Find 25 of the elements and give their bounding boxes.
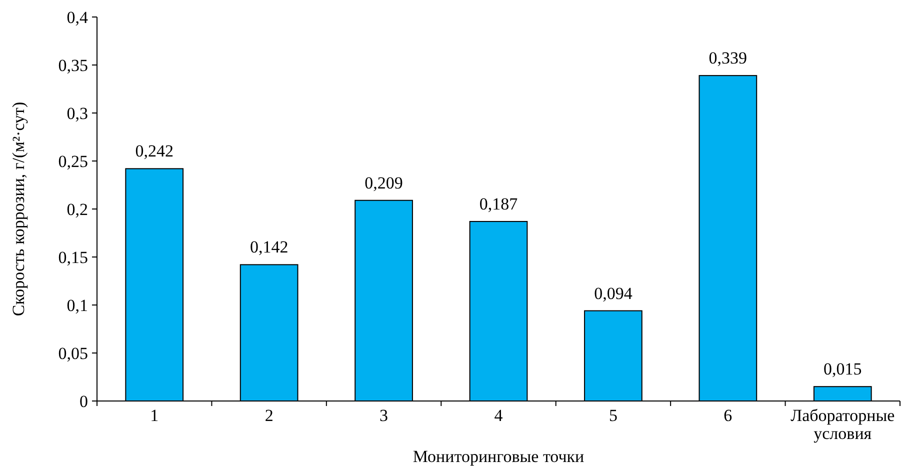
y-tick-label: 0,35 [58,56,88,75]
x-tick-label: 3 [380,406,388,425]
y-axis-title: Скорость коррозии, г/(м²·сут) [9,102,28,316]
y-tick-label: 0,25 [58,152,88,171]
x-tick-label: Лабораторные условия [790,406,895,443]
data-label: 0,339 [708,48,748,68]
x-tick-label: 2 [264,406,274,425]
data-label: 0,242 [135,142,174,161]
data-label: 0,094 [594,284,633,303]
y-tick-label: 0 [80,392,88,411]
y-tick-label: 0,4 [66,8,88,27]
x-tick-label: 4 [494,406,504,425]
y-tick-label: 0,05 [58,344,88,363]
data-label: 0,187 [479,194,518,214]
y-tick-label: 0,15 [58,248,88,267]
y-tick-label: 0,1 [66,296,88,315]
x-tick-label: 5 [608,406,618,425]
data-label: 0,209 [364,173,403,192]
x-tick-label: 1 [150,406,159,425]
data-label: 0,015 [824,360,862,379]
x-tick-label: 6 [724,406,732,425]
y-tick-label: 0,2 [66,200,88,219]
y-tick-label: 0,3 [66,104,88,123]
data-label: 0,142 [250,238,288,257]
x-axis-title: Мониторинговые точки [412,447,584,466]
